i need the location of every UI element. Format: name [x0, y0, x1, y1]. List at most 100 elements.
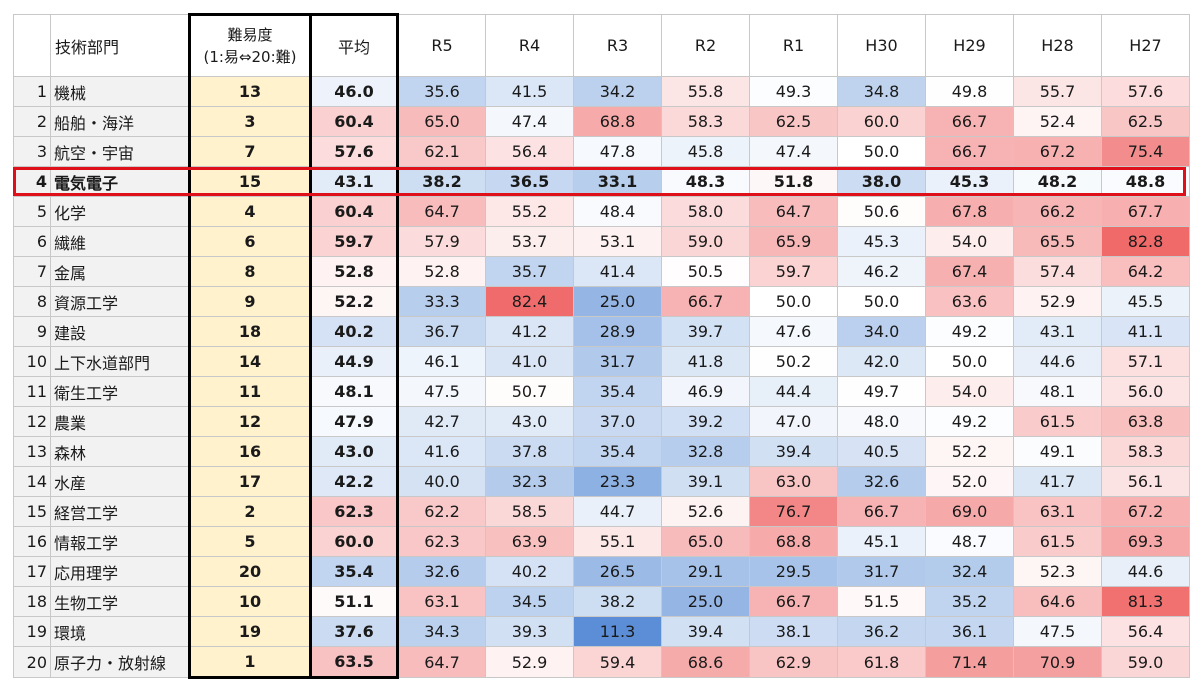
year-value: 25.0 — [661, 586, 750, 617]
year-value: 41.4 — [573, 256, 662, 287]
year-value: 34.3 — [397, 616, 486, 647]
average-value: 63.5 — [309, 646, 399, 679]
table-row: 20 原子力・放射線 1 63.5 64.7 52.9 59.4 68.6 62.9 61.8 71… — [13, 646, 1190, 679]
year-value: 59.0 — [1101, 646, 1190, 678]
year-value: 63.1 — [397, 586, 486, 617]
difficulty-rank: 7 — [188, 136, 312, 167]
average-value: 44.9 — [309, 346, 399, 377]
year-value: 82.4 — [485, 286, 574, 317]
table-row: 12 農業 12 47.9 42.7 43.0 37.0 39.2 47.0 48.0 49.2 61… — [13, 406, 1190, 437]
year-value: 48.7 — [925, 526, 1014, 557]
difficulty-rank: 17 — [188, 466, 312, 497]
year-value: 33.1 — [573, 166, 662, 197]
row-number: 3 — [13, 136, 51, 167]
year-value: 39.4 — [749, 436, 838, 467]
department-name: 経営工学 — [50, 496, 190, 527]
year-value: 50.0 — [925, 346, 1014, 377]
year-value: 44.7 — [573, 496, 662, 527]
year-value: 64.7 — [397, 646, 486, 678]
department-name: 航空・宇宙 — [50, 136, 190, 167]
table-row: 4 電気電子 15 43.1 38.2 36.5 33.1 48.3 51.8 38.0 45.3 4… — [13, 166, 1190, 197]
year-value: 76.7 — [749, 496, 838, 527]
difficulty-rank: 11 — [188, 376, 312, 407]
year-value: 23.3 — [573, 466, 662, 497]
table-row: 15 経営工学 2 62.3 62.2 58.5 44.7 52.6 76.7 66.7 69.0 6… — [13, 496, 1190, 527]
year-value: 29.1 — [661, 556, 750, 587]
header-year: R4 — [485, 14, 574, 77]
year-value: 55.7 — [1013, 76, 1102, 107]
year-value: 52.9 — [1013, 286, 1102, 317]
year-value: 66.7 — [925, 106, 1014, 137]
year-value: 69.3 — [1101, 526, 1190, 557]
table-row: 14 水産 17 42.2 40.0 32.3 23.3 39.1 63.0 32.6 52.0 41… — [13, 466, 1190, 497]
year-value: 42.7 — [397, 406, 486, 437]
year-value: 47.8 — [573, 136, 662, 167]
average-value: 60.4 — [309, 196, 399, 227]
average-value: 51.1 — [309, 586, 399, 617]
year-value: 44.4 — [749, 376, 838, 407]
year-value: 66.7 — [837, 496, 926, 527]
year-value: 49.2 — [925, 406, 1014, 437]
department-name: 農業 — [50, 406, 190, 437]
year-value: 71.4 — [925, 646, 1014, 678]
average-value: 48.1 — [309, 376, 399, 407]
year-value: 75.4 — [1101, 136, 1190, 167]
year-value: 58.3 — [661, 106, 750, 137]
average-value: 42.2 — [309, 466, 399, 497]
table-row: 11 衛生工学 11 48.1 47.5 50.7 35.4 46.9 44.4 49.7 54.0… — [13, 376, 1190, 407]
year-value: 38.2 — [573, 586, 662, 617]
department-name: 化学 — [50, 196, 190, 227]
year-value: 64.7 — [749, 196, 838, 227]
table-row: 3 航空・宇宙 7 57.6 62.1 56.4 47.8 45.8 47.4 50.0 66.7 6… — [13, 136, 1190, 167]
year-value: 57.6 — [1101, 76, 1190, 107]
year-value: 48.2 — [1013, 166, 1102, 197]
row-number: 8 — [13, 286, 51, 317]
average-value: 35.4 — [309, 556, 399, 587]
difficulty-rank: 14 — [188, 346, 312, 377]
difficulty-rank: 18 — [188, 316, 312, 347]
year-value: 34.2 — [573, 76, 662, 107]
row-number: 13 — [13, 436, 51, 467]
row-number: 9 — [13, 316, 51, 347]
average-value: 47.9 — [309, 406, 399, 437]
year-value: 58.5 — [485, 496, 574, 527]
average-value: 59.7 — [309, 226, 399, 257]
year-value: 41.6 — [397, 436, 486, 467]
year-value: 39.2 — [661, 406, 750, 437]
year-value: 67.2 — [1101, 496, 1190, 527]
department-name: 森林 — [50, 436, 190, 467]
year-value: 34.8 — [837, 76, 926, 107]
year-value: 37.8 — [485, 436, 574, 467]
year-value: 67.2 — [1013, 136, 1102, 167]
year-value: 52.4 — [1013, 106, 1102, 137]
year-value: 50.6 — [837, 196, 926, 227]
department-name: 電気電子 — [50, 166, 190, 197]
year-value: 50.7 — [485, 376, 574, 407]
year-value: 32.6 — [837, 466, 926, 497]
year-value: 41.1 — [1101, 316, 1190, 347]
year-value: 82.8 — [1101, 226, 1190, 257]
year-value: 62.9 — [749, 646, 838, 678]
year-value: 41.7 — [1013, 466, 1102, 497]
header-average: 平均 — [309, 13, 399, 77]
difficulty-rank: 8 — [188, 256, 312, 287]
difficulty-rank: 16 — [188, 436, 312, 467]
year-value: 62.2 — [397, 496, 486, 527]
year-value: 56.4 — [485, 136, 574, 167]
year-value: 53.7 — [485, 226, 574, 257]
year-value: 44.6 — [1101, 556, 1190, 587]
year-value: 61.5 — [1013, 526, 1102, 557]
table-row: 19 環境 19 37.6 34.3 39.3 11.3 39.4 38.1 36.2 36.1 47… — [13, 616, 1190, 647]
header-name: 技術部門 — [50, 14, 190, 77]
year-value: 49.7 — [837, 376, 926, 407]
average-value: 62.3 — [309, 496, 399, 527]
year-value: 34.0 — [837, 316, 926, 347]
year-value: 57.1 — [1101, 346, 1190, 377]
table-row: 2 船舶・海洋 3 60.4 65.0 47.4 68.8 58.3 62.5 60.0 66.7 5… — [13, 106, 1190, 137]
year-value: 48.8 — [1101, 166, 1190, 197]
year-value: 36.5 — [485, 166, 574, 197]
year-value: 67.4 — [925, 256, 1014, 287]
table-row: 1 機械 13 46.0 35.6 41.5 34.2 55.8 49.3 34.8 49.8 55.… — [13, 76, 1190, 107]
year-value: 47.5 — [397, 376, 486, 407]
department-name: 衛生工学 — [50, 376, 190, 407]
